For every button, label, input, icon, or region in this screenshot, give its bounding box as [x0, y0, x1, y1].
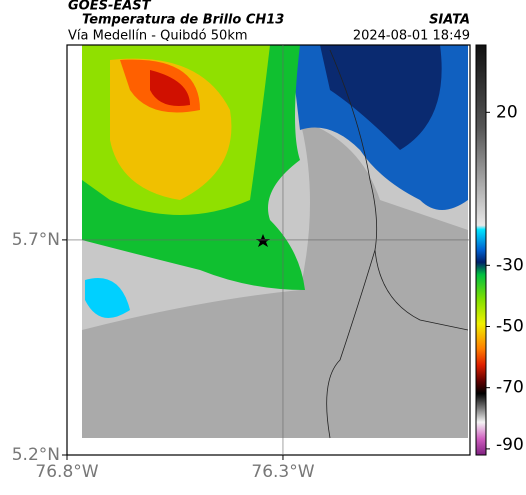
x-tick-label: 76.8°W: [35, 462, 98, 482]
y-tick-label: 5.7°N: [12, 230, 60, 250]
star-marker: [256, 234, 270, 247]
map-frame: [66, 44, 471, 456]
x-tick-label: 76.3°W: [251, 462, 314, 482]
source: SIATA: [429, 13, 470, 28]
colorbar: [475, 44, 487, 456]
y-tick-label: 5.2°N: [12, 445, 60, 465]
colorbar-tick-label: -30: [496, 255, 524, 275]
colorbar-tick-label: 20: [496, 102, 518, 122]
timestamp: 2024-08-01 18:49: [353, 29, 470, 44]
borders: [326, 49, 469, 439]
route: Vía Medellín - Quibdó 50km: [68, 29, 248, 44]
title: GOES-EAST: [68, 0, 152, 14]
subtitle: Temperatura de Brillo CH13: [82, 13, 284, 28]
colorbar-tick-label: -70: [496, 378, 524, 398]
colorbar-tick-label: -90: [496, 435, 524, 455]
colorbar-tick-label: -50: [496, 316, 524, 336]
satellite-image: [82, 45, 468, 438]
